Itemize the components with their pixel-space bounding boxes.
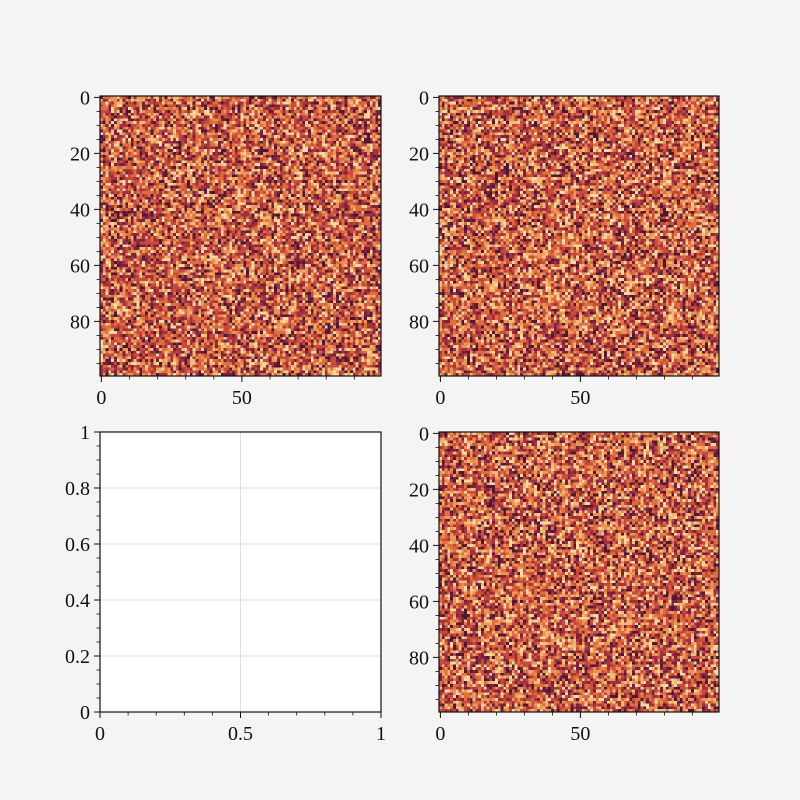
axes: 0 50 0 20 40 60 80 bbox=[409, 423, 720, 745]
x-tick-label: 0 bbox=[435, 387, 445, 409]
y-tick-label: 40 bbox=[70, 199, 90, 221]
axes-frame bbox=[438, 95, 720, 377]
y-tick-label: 20 bbox=[409, 143, 429, 165]
y-tick-label: 80 bbox=[70, 311, 90, 333]
y-tick-label: 0.4 bbox=[65, 590, 90, 612]
y-tick-label: 0.2 bbox=[65, 646, 90, 668]
x-tick-label: 1 bbox=[376, 723, 386, 745]
axes: 0 50 0 20 40 60 80 bbox=[70, 87, 382, 409]
axes: 0 0.5 1 0 0.2 0.4 0.6 0.8 1 bbox=[65, 422, 386, 745]
axes: 0 50 0 20 40 60 80 bbox=[409, 87, 720, 409]
x-tick-label: 0.5 bbox=[228, 723, 253, 745]
heatmap-texture bbox=[439, 96, 719, 376]
y-tick-label: 80 bbox=[409, 311, 429, 333]
heatmap-texture bbox=[439, 96, 719, 376]
heatmap-texture bbox=[439, 432, 719, 712]
y-tick-label: 0 bbox=[419, 87, 429, 109]
y-tick-label: 20 bbox=[70, 143, 90, 165]
y-tick-label: 0.8 bbox=[65, 478, 90, 500]
x-tick-label: 50 bbox=[232, 387, 252, 409]
axes-frame bbox=[99, 95, 382, 377]
y-tick-label: 0 bbox=[80, 702, 90, 724]
y-tick-label: 80 bbox=[409, 647, 429, 669]
y-tick-label: 60 bbox=[70, 255, 90, 277]
y-tick-label: 60 bbox=[409, 255, 429, 277]
y-tick-label: 40 bbox=[409, 199, 429, 221]
y-tick-label: 60 bbox=[409, 591, 429, 613]
y-tick-label: 0 bbox=[80, 87, 90, 109]
y-tick-label: 40 bbox=[409, 535, 429, 557]
x-tick-label: 50 bbox=[570, 387, 590, 409]
axes-frame bbox=[438, 431, 720, 713]
y-tick-label: 0 bbox=[419, 423, 429, 445]
y-tick-label: 20 bbox=[409, 479, 429, 501]
x-tick-label: 0 bbox=[435, 723, 445, 745]
heatmap-texture bbox=[100, 96, 381, 376]
y-tick-label: 1 bbox=[80, 422, 90, 444]
x-tick-label: 0 bbox=[95, 723, 105, 745]
y-tick-label: 0.6 bbox=[65, 534, 90, 556]
x-tick-label: 50 bbox=[570, 723, 590, 745]
heatmap-texture bbox=[100, 96, 381, 376]
x-tick-label: 0 bbox=[96, 387, 106, 409]
